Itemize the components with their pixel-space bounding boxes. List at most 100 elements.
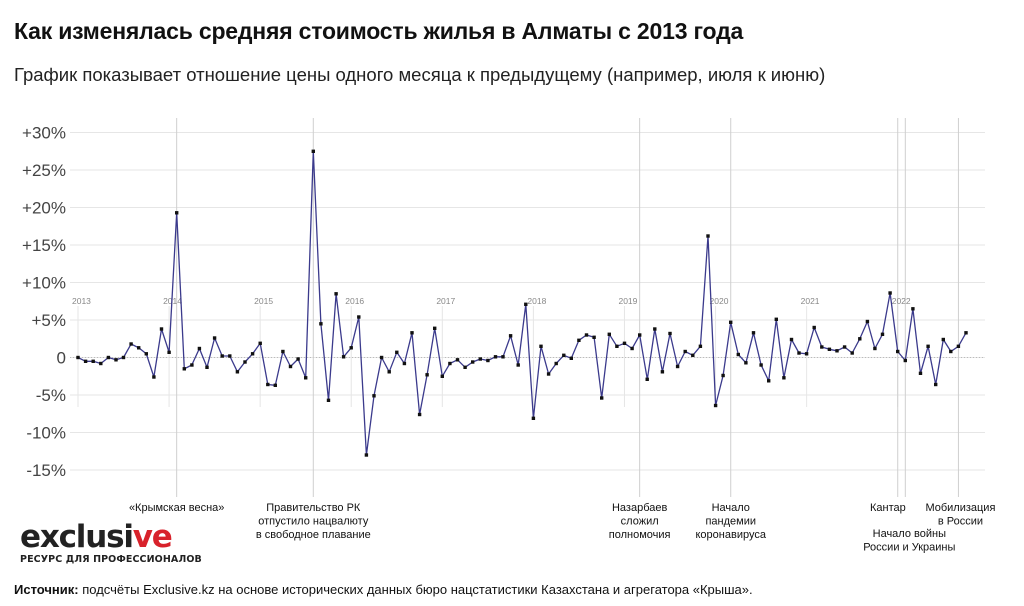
- data-point: [190, 363, 194, 367]
- data-point: [721, 373, 725, 378]
- data-point: [577, 338, 581, 342]
- data-point: [463, 365, 467, 369]
- year-label: 2020: [710, 296, 729, 306]
- data-point: [782, 376, 786, 380]
- event-label-line: Начало: [712, 502, 750, 514]
- data-point: [827, 347, 832, 351]
- data-point: [562, 353, 566, 357]
- data-point: [478, 357, 482, 361]
- data-point: [288, 364, 293, 369]
- data-point: [820, 345, 824, 349]
- data-point: [531, 416, 536, 420]
- data-point: [334, 292, 338, 296]
- data-point: [660, 370, 665, 374]
- event-label-line: сложил: [621, 516, 659, 528]
- data-point: [357, 315, 361, 319]
- data-point: [304, 376, 308, 380]
- year-label: 2022: [892, 296, 911, 306]
- data-point: [691, 353, 695, 357]
- data-point: [592, 335, 596, 339]
- event-label: Правительство РК отпустило нацвалюту в сво…: [256, 502, 371, 541]
- year-label: 2015: [254, 296, 273, 306]
- data-point: [706, 234, 710, 238]
- data-point: [835, 349, 839, 353]
- data-point: [106, 355, 111, 360]
- year-label: 2014: [163, 296, 182, 306]
- data-point: [273, 383, 277, 387]
- data-point: [159, 327, 164, 331]
- y-tick-label: -10%: [26, 424, 66, 443]
- data-point: [842, 345, 847, 349]
- data-point: [729, 320, 733, 324]
- data-point: [850, 351, 854, 355]
- data-point: [212, 336, 217, 340]
- data-point: [433, 326, 437, 330]
- data-point: [622, 341, 627, 345]
- data-point: [698, 344, 703, 348]
- data-point: [197, 346, 202, 351]
- data-point: [486, 358, 490, 363]
- source-label: Источник:: [14, 582, 79, 597]
- source-text: подсчёты Exclusive.kz на основе историче…: [78, 582, 753, 597]
- data-point: [539, 344, 543, 348]
- price-change-series: [76, 149, 968, 457]
- data-point: [903, 358, 907, 363]
- data-point: [243, 360, 247, 364]
- data-point: [417, 412, 422, 417]
- data-point: [440, 374, 444, 378]
- event-label: Кантар: [870, 502, 906, 514]
- data-point: [767, 379, 771, 383]
- data-point: [114, 358, 118, 362]
- data-point: [364, 453, 369, 457]
- data-point: [949, 349, 953, 354]
- y-tick-label: -15%: [26, 461, 66, 480]
- y-tick-label: 0: [57, 349, 66, 368]
- data-point: [175, 211, 179, 215]
- event-label: Начало пандемии коронавируса: [696, 502, 767, 541]
- data-point: [448, 361, 452, 366]
- event-label-line: Правительство РК: [266, 502, 361, 514]
- event-label: Мобилизация в России: [925, 502, 995, 528]
- y-tick-label: +25%: [22, 161, 66, 180]
- logo-word-accent: ve: [132, 519, 173, 555]
- data-point: [372, 394, 376, 398]
- data-point: [83, 359, 88, 363]
- data-point: [455, 358, 460, 362]
- data-point: [683, 349, 687, 354]
- y-tick-label: -5%: [36, 386, 66, 405]
- y-tick-label: +15%: [22, 236, 66, 255]
- series-line: [77, 150, 967, 456]
- data-point: [865, 319, 870, 324]
- logo-tagline: РЕСУРС ДЛЯ ПРОФЕССИОНАЛОВ: [20, 554, 202, 565]
- data-point: [873, 346, 877, 351]
- event-label-line: Начало войны: [873, 528, 946, 540]
- data-point: [508, 334, 513, 338]
- data-point: [410, 331, 414, 335]
- data-point: [638, 333, 642, 337]
- data-point: [395, 350, 399, 354]
- y-tick-label: +5%: [32, 311, 67, 330]
- year-label: 2019: [618, 296, 637, 306]
- data-point: [129, 342, 133, 346]
- data-point: [964, 331, 968, 335]
- event-label-line: пандемии: [705, 516, 756, 528]
- data-point: [812, 325, 816, 330]
- data-point: [789, 337, 794, 342]
- data-point: [774, 317, 778, 321]
- data-point: [858, 337, 862, 341]
- data-point: [880, 332, 885, 336]
- data-point: [76, 355, 80, 360]
- event-label-line: отпустило нацвалюту: [258, 516, 369, 528]
- data-point: [144, 352, 148, 356]
- data-point: [569, 356, 573, 360]
- data-point: [759, 363, 763, 367]
- data-point: [607, 332, 611, 336]
- data-point: [713, 403, 718, 408]
- exclusive-logo: exclusive РЕСУРС ДЛЯ ПРОФЕССИОНАЛОВ: [20, 519, 202, 566]
- event-label-line: коронавируса: [696, 529, 767, 541]
- event-label: Начало войны России и Украины: [863, 528, 955, 554]
- data-point: [99, 361, 103, 366]
- year-label: 2017: [436, 296, 455, 306]
- data-point: [934, 382, 938, 387]
